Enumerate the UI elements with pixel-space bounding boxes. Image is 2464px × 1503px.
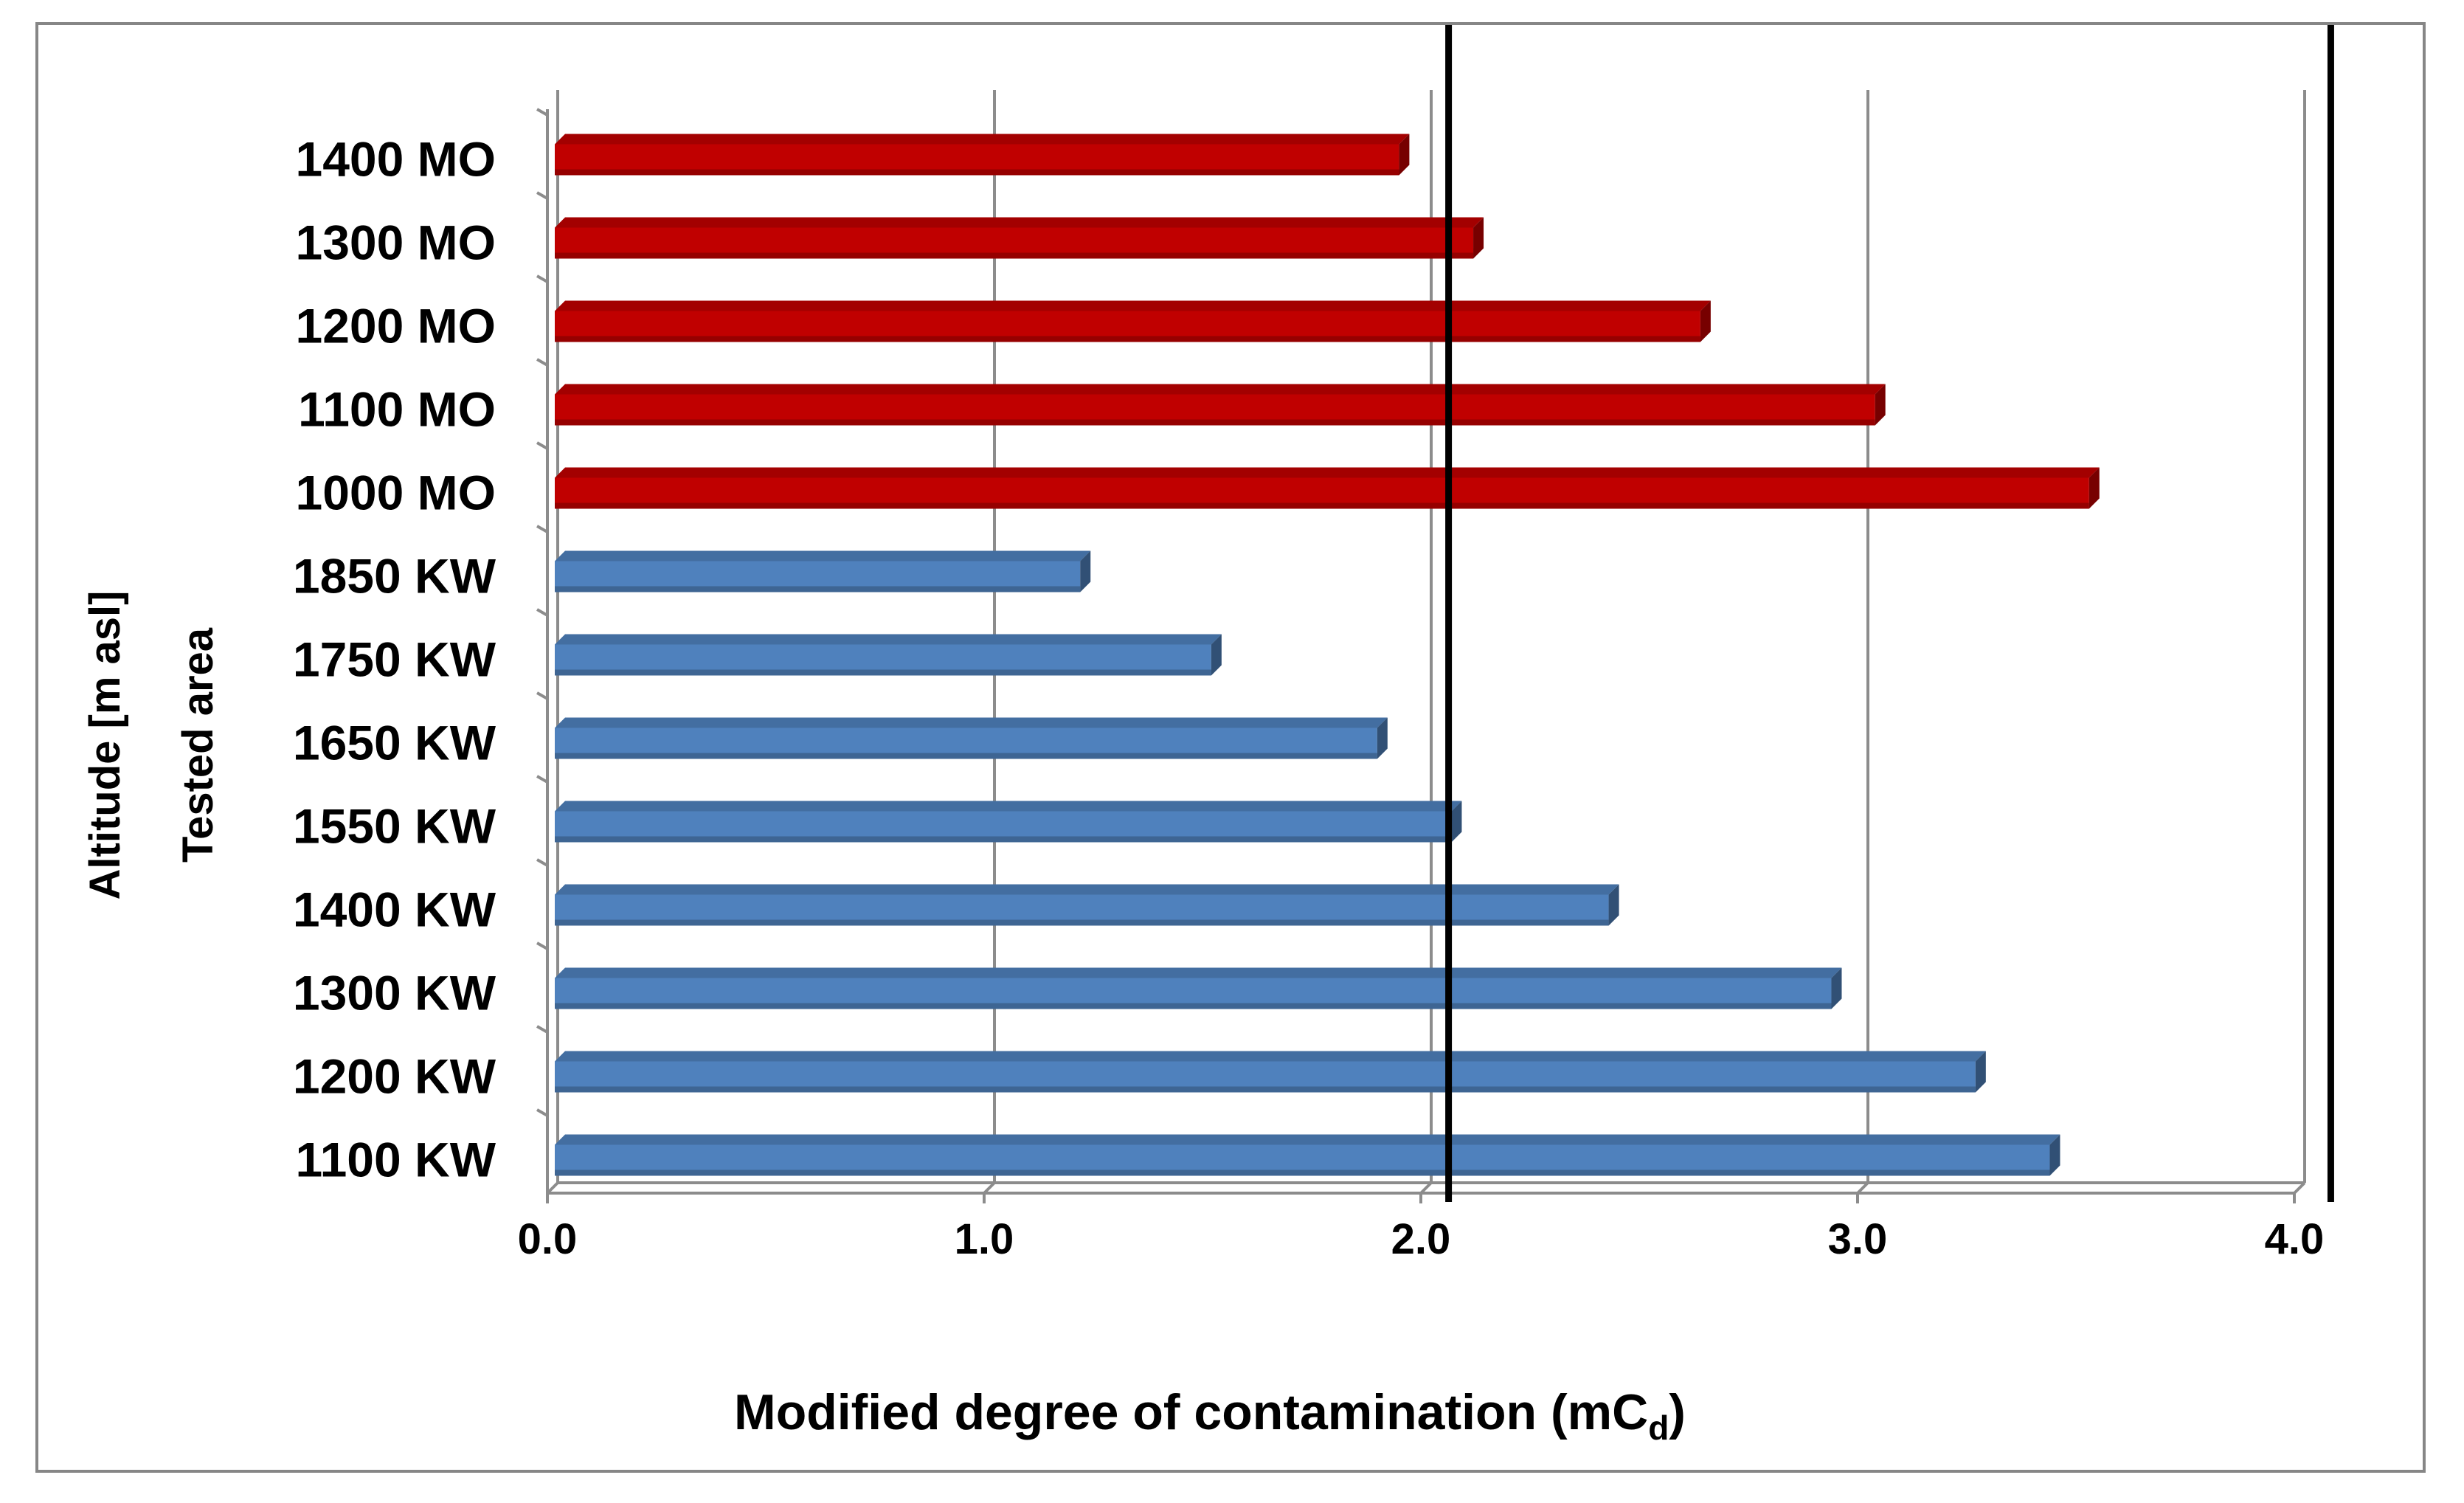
gridline-connector [2293,1181,2306,1195]
bar-front-shade [555,419,1875,426]
y-tick [536,108,548,117]
bar-side-face [1473,217,1484,259]
y-axis-subtitle: Tested area [174,627,222,863]
y-tick [536,191,548,200]
category-label: 1650 KW [293,716,496,770]
bar-front-shade [555,919,1609,926]
x-tick-label: 0.0 [518,1215,578,1263]
bar-front-shade [555,669,1211,676]
bar [555,134,1410,176]
bar-side-face [2049,1134,2060,1176]
bar [555,717,1388,759]
gridline-connector [983,1181,996,1195]
y-tick [536,691,548,700]
bar-side-face [1211,634,1222,676]
bar-top-face [555,884,1619,895]
bar [555,550,1091,592]
x-tick-label: 2.0 [1391,1215,1451,1263]
bar-top-face [555,634,1222,645]
bar-side-face [1608,884,1619,926]
bar-front-shade [555,1003,1832,1009]
y-tick [536,274,548,283]
category-label: 1850 KW [293,549,496,604]
bar [555,967,1842,1009]
x-axis-title-main: Modified degree of contamination (mC [734,1384,1648,1440]
bar-front-shade [555,252,1474,259]
bar-top-face [555,217,1484,228]
category-label: 1750 KW [293,632,496,687]
category-label: 1000 MO [296,466,496,520]
category-label: 1100 KW [296,1133,496,1187]
bar-front-shade [555,753,1377,759]
bar-side-face [1080,550,1091,592]
y-tick [536,358,548,367]
x-tick-label: 4.0 [2265,1215,2325,1263]
category-label: 1300 KW [293,966,496,1020]
category-label: 1300 MO [296,215,496,270]
bar-side-face [1831,967,1842,1009]
bar-side-face [2088,467,2100,509]
bar-top-face [555,717,1388,728]
bar-side-face [1875,384,1886,426]
bar-side-face [1700,300,1711,342]
bar-top-face [555,550,1091,562]
x-axis-title: Modified degree of contamination (mCd) [734,1384,1686,1447]
category-label: 1200 MO [296,299,496,353]
y-tick [536,941,548,950]
category-label: 1400 MO [296,132,496,187]
category-label: 1100 MO [298,382,496,437]
bar [555,634,1222,676]
gridline-connector [1856,1181,1869,1195]
bar-front-shade [555,586,1081,592]
bar [555,217,1484,259]
y-tick [536,1108,548,1117]
bar-front-shade [555,1169,2050,1176]
category-label: 1200 KW [293,1049,496,1104]
bar [555,1051,1986,1093]
y-tick [536,608,548,617]
bar-front-shade [555,836,1452,843]
y-axis-title: Altitude [m asl] [81,591,129,900]
category-label: 1550 KW [293,799,496,854]
category-label: 1400 KW [293,882,496,937]
bar-front-shade [555,502,2089,509]
bar-top-face [555,384,1886,395]
y-tick [536,1025,548,1034]
bar-top-face [555,1051,1986,1062]
x-tick-label: 3.0 [1828,1215,1888,1263]
gridline-connector [1419,1181,1433,1195]
bar-front-shade [555,169,1399,176]
y-tick [536,441,548,450]
x-tick-label: 1.0 [955,1215,1014,1263]
bar-side-face [1377,717,1388,759]
bar-top-face [555,134,1410,145]
y-tick [536,775,548,784]
bar-top-face [555,801,1462,812]
bar [555,1134,2060,1176]
bar-side-face [1451,801,1462,843]
bar-top-face [555,967,1842,978]
gridline-connector [546,1181,559,1195]
x-axis-title-close: ) [1669,1384,1686,1440]
bar [555,884,1619,926]
y-tick [536,858,548,867]
bar [555,467,2100,509]
bar [555,384,1886,426]
bar-top-face [555,1134,2060,1145]
bar-side-face [1399,134,1410,176]
bar [555,300,1711,342]
y-tick [536,525,548,533]
x-axis-title-subscript: d [1648,1409,1669,1447]
bar-front-shade [555,1086,1976,1093]
bar-front-shade [555,336,1700,342]
bar-top-face [555,467,2100,478]
bar-top-face [555,300,1711,311]
bar-side-face [1975,1051,1986,1093]
bar [555,801,1462,843]
